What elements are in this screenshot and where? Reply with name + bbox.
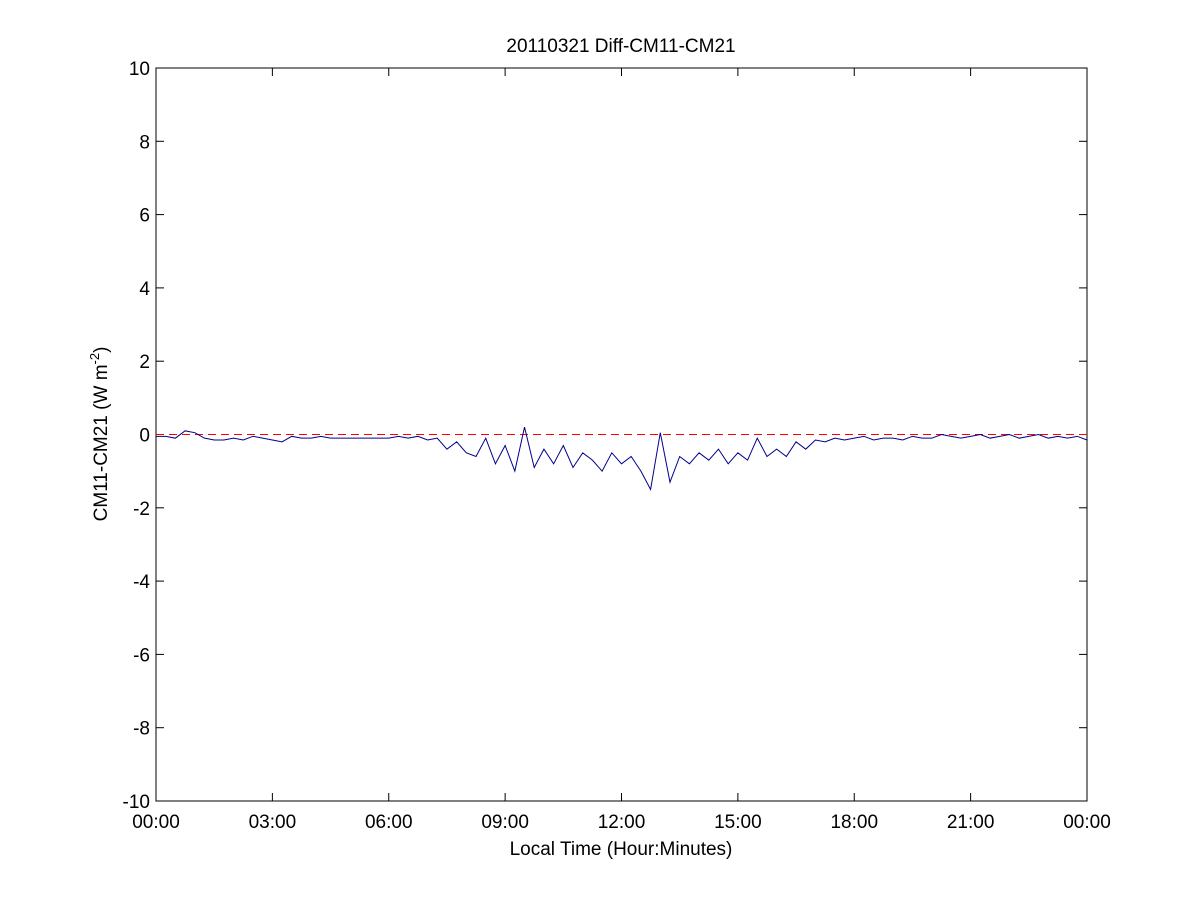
x-axis-label: Local Time (Hour:Minutes) — [510, 839, 733, 860]
x-tick-label: 21:00 — [947, 812, 995, 833]
x-tick-label: 03:00 — [249, 812, 297, 833]
y-tick-label: 6 — [139, 206, 150, 227]
plot-area — [155, 67, 1088, 802]
x-tick-label: 00:00 — [1063, 812, 1111, 833]
y-tick-label: -4 — [133, 572, 150, 593]
x-tick-label: 18:00 — [830, 812, 878, 833]
y-label-end: ) — [91, 347, 112, 353]
x-tick-label: 09:00 — [481, 812, 529, 833]
x-tick-label: 15:00 — [714, 812, 762, 833]
y-label-sup: -2 — [87, 353, 102, 365]
y-tick-label: -10 — [123, 792, 150, 813]
y-tick-label: -6 — [133, 645, 150, 666]
x-tick-label: 06:00 — [365, 812, 413, 833]
y-tick-label: 0 — [139, 426, 150, 447]
y-label-main: CM11-CM21 (W m — [91, 364, 112, 521]
x-tick-label: 00:00 — [132, 812, 180, 833]
y-tick-label: 10 — [129, 59, 150, 80]
y-tick-label: 2 — [139, 352, 150, 373]
y-axis-label: CM11-CM21 (W m-2) — [87, 347, 112, 522]
y-tick-label: -8 — [133, 719, 150, 740]
chart-title: 20110321 Diff-CM11-CM21 — [506, 36, 735, 57]
data-line — [156, 427, 1088, 492]
x-tick-label: 12:00 — [598, 812, 646, 833]
y-tick-label: 8 — [139, 132, 150, 153]
y-tick-label: -2 — [133, 499, 150, 520]
y-tick-label: 4 — [139, 279, 150, 300]
